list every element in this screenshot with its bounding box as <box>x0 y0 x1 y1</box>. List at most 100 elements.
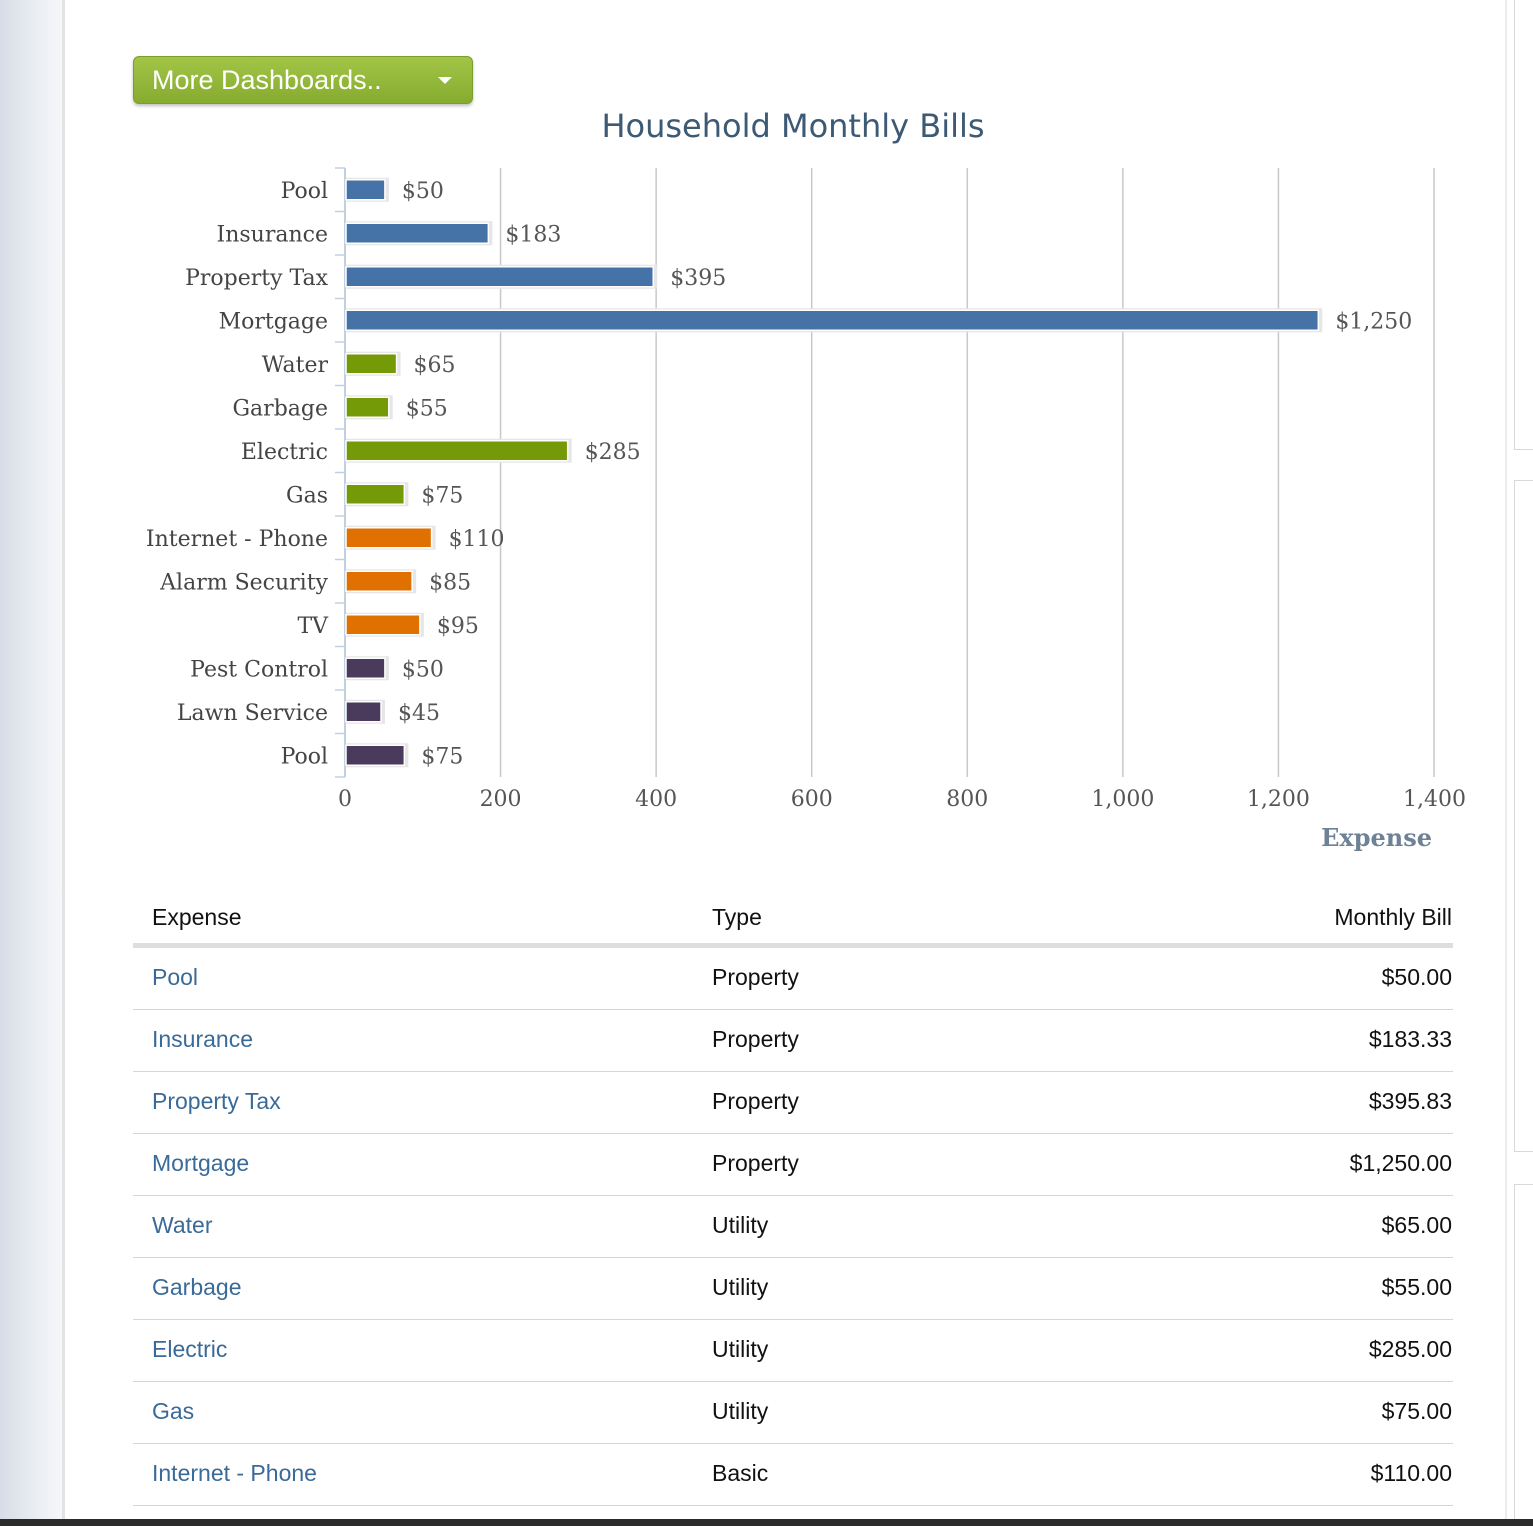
data-label: $95 <box>437 614 479 639</box>
bar[interactable] <box>345 701 382 723</box>
x-tick-label: 400 <box>635 787 677 812</box>
data-label: $45 <box>398 701 440 726</box>
expense-type: Utility <box>712 1212 769 1238</box>
expense-type: Property <box>712 1150 799 1176</box>
data-label: $75 <box>421 744 463 769</box>
category-label: Mortgage <box>219 309 328 334</box>
data-label: $395 <box>670 266 726 291</box>
expense-type: Property <box>712 1088 799 1114</box>
expense-link[interactable]: Electric <box>152 1336 228 1362</box>
category-label: Electric <box>241 440 328 465</box>
table-row: Pool Property $50.00 <box>133 948 1453 1010</box>
monthly-bill-value: $65.00 <box>1381 1212 1452 1238</box>
left-border <box>62 0 65 1526</box>
monthly-bill-value: $75.00 <box>1381 1398 1452 1424</box>
bar[interactable] <box>345 570 413 592</box>
category-label: Property Tax <box>185 266 329 291</box>
bar[interactable] <box>345 353 398 375</box>
category-label: Lawn Service <box>177 701 328 726</box>
monthly-bill-value: $55.00 <box>1381 1274 1452 1300</box>
expense-link[interactable]: Mortgage <box>152 1150 250 1176</box>
x-tick-label: 0 <box>338 787 352 812</box>
chart-title: Household Monthly Bills <box>601 107 984 145</box>
bar[interactable] <box>345 744 406 766</box>
bills-chart: Household Monthly Bills $50 Pool $183 Insur… <box>146 107 1466 852</box>
left-gutter <box>0 0 62 1526</box>
monthly-bill-value: $1,250.00 <box>1349 1150 1452 1176</box>
table-row: Internet - Phone Basic $110.00 <box>133 1444 1453 1506</box>
bar[interactable] <box>345 614 421 636</box>
data-label: $65 <box>414 353 456 378</box>
expense-type: Property <box>712 964 799 990</box>
x-tick-label: 1,000 <box>1091 787 1154 812</box>
bar[interactable] <box>345 440 569 462</box>
expense-link[interactable]: Insurance <box>152 1026 254 1052</box>
table-row: Property Tax Property $395.83 <box>133 1072 1453 1134</box>
bar[interactable] <box>345 527 433 549</box>
right-panel-bottom <box>1514 1184 1533 1526</box>
monthly-bill-value: $395.83 <box>1368 1088 1452 1114</box>
x-tick-label: 800 <box>946 787 988 812</box>
category-label: Alarm Security <box>159 570 328 595</box>
table-body: Pool Property $50.00 Insurance Property $183.… <box>133 948 1453 1506</box>
right-panel-top <box>1514 0 1533 450</box>
header-monthly-bill[interactable]: Monthly Bill <box>1334 904 1452 930</box>
bar[interactable] <box>345 222 490 244</box>
bottom-bar <box>0 1519 1533 1526</box>
bar[interactable] <box>345 179 386 201</box>
expense-link[interactable]: Pool <box>152 964 199 990</box>
caret-down-icon <box>438 77 452 84</box>
bar[interactable] <box>345 657 386 679</box>
expense-link[interactable]: Gas <box>152 1398 195 1424</box>
bar[interactable] <box>345 396 390 418</box>
expense-type: Property <box>712 1026 799 1052</box>
x-tick-label: 600 <box>791 787 833 812</box>
expense-link[interactable]: Property Tax <box>152 1088 281 1114</box>
category-label: Internet - Phone <box>146 527 328 552</box>
expense-type: Utility <box>712 1336 769 1362</box>
data-label: $85 <box>429 570 471 595</box>
monthly-bill-value: $183.33 <box>1368 1026 1452 1052</box>
category-label: Pest Control <box>190 657 328 682</box>
category-label: Garbage <box>232 396 328 421</box>
expense-link[interactable]: Garbage <box>152 1274 242 1300</box>
monthly-bill-value: $110.00 <box>1370 1460 1452 1486</box>
expense-link[interactable]: Internet - Phone <box>152 1460 317 1486</box>
category-label: TV <box>297 614 329 639</box>
x-tick-label: 1,400 <box>1403 787 1466 812</box>
category-label: Pool <box>281 179 328 204</box>
table-row: Gas Utility $75.00 <box>133 1382 1453 1444</box>
data-label: $110 <box>449 527 505 552</box>
table-row: Garbage Utility $55.00 <box>133 1258 1453 1320</box>
category-label: Water <box>262 353 329 378</box>
x-tick-label: 200 <box>480 787 522 812</box>
bills-table: Expense Type Monthly Bill Pool Property $5… <box>133 880 1453 1506</box>
more-dashboards-label: More Dashboards.. <box>152 64 382 95</box>
header-expense[interactable]: Expense <box>152 904 242 930</box>
more-dashboards-button[interactable]: More Dashboards.. <box>133 56 473 104</box>
bar[interactable] <box>345 483 406 505</box>
bar[interactable] <box>345 309 1320 331</box>
data-label: $285 <box>585 440 641 465</box>
data-label: $1,250 <box>1335 309 1412 334</box>
monthly-bill-value: $285.00 <box>1368 1336 1452 1362</box>
monthly-bill-value: $50.00 <box>1381 964 1452 990</box>
category-label: Pool <box>281 744 328 769</box>
table-row: Water Utility $65.00 <box>133 1196 1453 1258</box>
header-type[interactable]: Type <box>712 904 762 930</box>
category-label: Gas <box>286 483 328 508</box>
right-panel-middle <box>1514 480 1533 1152</box>
bar[interactable] <box>345 266 655 288</box>
data-label: $50 <box>402 657 444 682</box>
data-label: $50 <box>402 179 444 204</box>
data-label: $75 <box>421 483 463 508</box>
table-row: Electric Utility $285.00 <box>133 1320 1453 1382</box>
expense-type: Utility <box>712 1274 769 1300</box>
table-row: Mortgage Property $1,250.00 <box>133 1134 1453 1196</box>
table-row: Insurance Property $183.33 <box>133 1010 1453 1072</box>
right-border <box>1505 0 1507 1526</box>
data-label: $183 <box>505 222 561 247</box>
x-axis-title: Expense <box>1321 823 1432 852</box>
expense-type: Basic <box>712 1460 769 1486</box>
expense-link[interactable]: Water <box>152 1212 213 1238</box>
